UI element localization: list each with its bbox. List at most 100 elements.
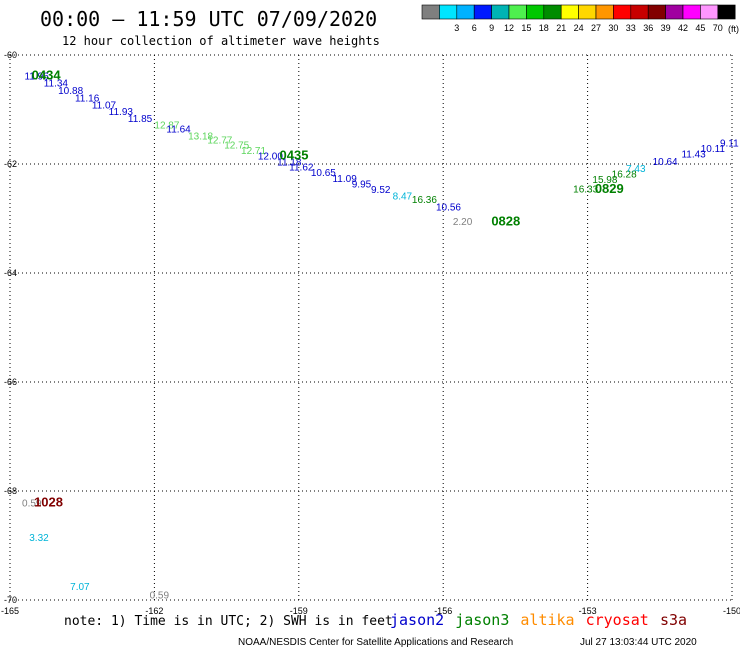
legend-swatch xyxy=(682,4,701,20)
satellite-name: s3a xyxy=(660,611,687,629)
legend-swatch xyxy=(717,4,736,20)
lat-tick-label: -66 xyxy=(4,377,17,387)
color-scale-legend: 3 6 9 12 15 18 21 24 27 30 33 36 39 42 45 70 xyxy=(421,4,736,33)
wave-height-value: 11.16 xyxy=(75,93,100,104)
wave-height-value: 11.85 xyxy=(128,114,153,125)
lat-tick-label: -70 xyxy=(4,595,17,605)
wave-height-value: 11.34 xyxy=(44,79,69,90)
wave-height-value: 12.77 xyxy=(207,135,232,146)
legend-swatch xyxy=(421,4,440,20)
lon-tick-label: -153 xyxy=(579,606,597,616)
wave-height-value: 11.96 xyxy=(24,72,49,83)
lat-tick-label: -60 xyxy=(4,50,17,60)
wave-height-value: 11.07 xyxy=(92,100,117,111)
satellite-legend: jason2 jason3 altika cryosat s3a xyxy=(390,611,687,629)
legend-tick-label: 9 xyxy=(489,23,494,33)
map-title: 00:00 – 11:59 UTC 07/09/2020 xyxy=(40,7,377,31)
legend-swatch xyxy=(491,4,510,20)
wave-height-value: 16.28 xyxy=(612,170,637,181)
footer-note: note: 1) Time is in UTC; 2) SWH is in fe… xyxy=(64,614,393,629)
wave-height-value: 9.95 xyxy=(352,179,372,190)
legend-swatch xyxy=(595,4,614,20)
wave-height-value: 12.75 xyxy=(224,141,249,152)
wave-height-value: 11.43 xyxy=(681,149,706,160)
legend-swatch xyxy=(526,4,545,20)
wave-height-value: 11.09 xyxy=(332,174,357,185)
legend-tick-label: 36 xyxy=(643,23,653,33)
legend-swatch xyxy=(700,4,719,20)
axis-tick-labels: -165 -162 -159 -156 -153 -150 -60 -62 -64 -66 -68 -… xyxy=(1,50,740,616)
legend-swatch xyxy=(560,4,579,20)
wave-height-value: 10.64 xyxy=(653,157,678,168)
legend-swatch xyxy=(473,4,492,20)
lat-tick-label: -62 xyxy=(4,159,17,169)
wave-height-value: 12.00 xyxy=(258,152,283,163)
satellite-name: altika xyxy=(520,611,574,629)
pass-time-label: 0829 xyxy=(595,181,624,196)
satellite-name: jason2 xyxy=(390,611,444,629)
wave-height-value: 7.07 xyxy=(70,582,90,593)
wave-height-value: 8.47 xyxy=(393,191,413,202)
legend-tick-label: 27 xyxy=(591,23,601,33)
wave-height-value: 16.33 xyxy=(573,184,598,195)
wave-height-value: 0.59 xyxy=(22,498,42,509)
lon-tick-label: -165 xyxy=(1,606,19,616)
legend-tick-label: 24 xyxy=(574,23,584,33)
wave-height-value: 12.87 xyxy=(154,121,179,132)
map-subtitle: 12 hour collection of altimeter wave hei… xyxy=(62,34,380,48)
legend-tick-label: 18 xyxy=(539,23,549,33)
lon-tick-label: -156 xyxy=(434,606,452,616)
legend-tick-label: 15 xyxy=(521,23,531,33)
legend-tick-label: 42 xyxy=(678,23,688,33)
lat-tick-label: -68 xyxy=(4,486,17,496)
lon-tick-label: -162 xyxy=(145,606,163,616)
wave-height-value: 10.11 xyxy=(701,144,726,155)
wave-height-value: 11.62 xyxy=(289,163,314,174)
legend-tick-label: 39 xyxy=(661,23,671,33)
pass-time-label: 0435 xyxy=(280,148,309,163)
wave-height-value: 11.93 xyxy=(109,107,134,118)
legend-swatch xyxy=(578,4,597,20)
wave-height-value: 2.20 xyxy=(453,217,473,228)
wave-height-value: 9.11 xyxy=(720,139,739,150)
pass-time-label: 0434 xyxy=(32,68,62,83)
satellite-name: jason3 xyxy=(455,611,509,629)
legend-swatch xyxy=(647,4,666,20)
legend-tick-label: 21 xyxy=(556,23,566,33)
wave-height-value: 3.32 xyxy=(29,533,49,544)
wave-height-value: 9.52 xyxy=(371,185,391,196)
legend-tick-label: 33 xyxy=(626,23,636,33)
legend-swatch xyxy=(665,4,684,20)
legend-tick-label: 45 xyxy=(695,23,705,33)
observations-layer: 11.9611.3410.8811.1611.0711.9311.8512.87… xyxy=(22,72,739,602)
legend-swatch xyxy=(439,4,458,20)
legend-swatch xyxy=(613,4,632,20)
legend-tick-label: 70 xyxy=(713,23,723,33)
map-grid xyxy=(9,54,733,601)
legend-tick-label: 6 xyxy=(472,23,477,33)
lon-tick-label: -150 xyxy=(723,606,740,616)
pass-time-label: 0828 xyxy=(491,214,520,229)
legend-unit: (ft) xyxy=(728,24,739,34)
legend-swatch xyxy=(630,4,649,20)
footer-credit: NOAA/NESDIS Center for Satellite Applica… xyxy=(238,637,513,648)
pass-times-layer: 0434 0435 0828 0829 1028 xyxy=(32,68,624,510)
legend-tick-label: 12 xyxy=(504,23,514,33)
wave-height-value: 13.18 xyxy=(188,131,213,142)
wave-height-value: 10.88 xyxy=(58,86,83,97)
legend-swatch xyxy=(508,4,527,20)
lon-tick-label: -159 xyxy=(290,606,308,616)
legend-swatch xyxy=(543,4,562,20)
lat-tick-label: -64 xyxy=(4,268,17,278)
legend-tick-label: 3 xyxy=(454,23,459,33)
wave-height-value: 10.56 xyxy=(436,202,461,213)
wave-height-value: 15.98 xyxy=(592,175,617,186)
wave-height-value: 10.65 xyxy=(311,168,336,179)
legend-swatch xyxy=(456,4,475,20)
legend-tick-label: 30 xyxy=(608,23,618,33)
wave-height-value: 16.36 xyxy=(412,195,437,206)
pass-time-label: 1028 xyxy=(34,494,63,509)
wave-height-value: 11.64 xyxy=(166,124,191,135)
satellite-name: cryosat xyxy=(586,611,649,629)
